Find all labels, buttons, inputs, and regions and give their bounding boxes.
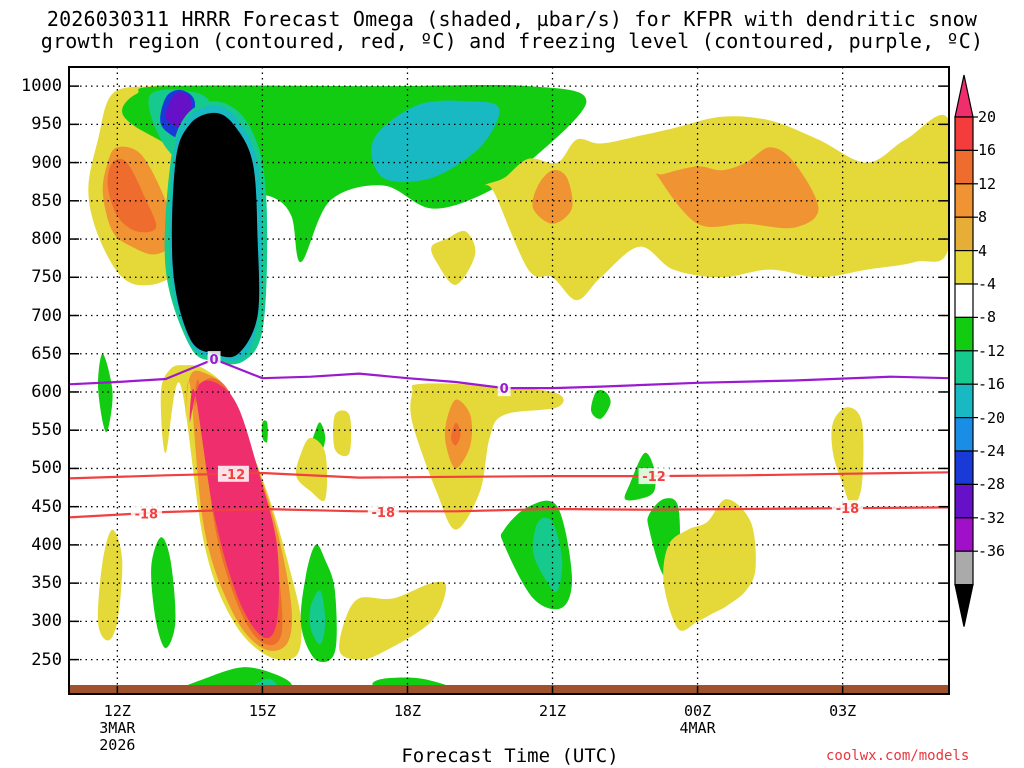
colorbar-label-9: -20: [978, 408, 1006, 427]
contour-label-bg-0: [130, 505, 162, 522]
omega-region-20: [309, 590, 326, 645]
omega-region-9: [371, 100, 500, 183]
y-tick-label-900: 900: [31, 152, 62, 173]
chart-title-line-1: 2026030311 HRRR Forecast Omega (shaded, …: [46, 7, 978, 31]
axis-ticks: [69, 85, 949, 694]
source-credit[interactable]: coolwx.com/models: [826, 748, 970, 764]
omega-region-2: [107, 158, 157, 233]
contour-label-bg-4: [638, 468, 670, 485]
omega-region-38: [656, 147, 819, 229]
omega-region-14: [171, 112, 260, 358]
y-tick-label-450: 450: [31, 496, 62, 517]
omega-region-40: [831, 407, 864, 507]
colorbar-band-11: [954, 450, 974, 486]
contour-freezing-level: [69, 358, 949, 390]
colorbar-band-13: [954, 517, 974, 552]
y-tick-label-400: 400: [31, 534, 62, 555]
omega-region-15: [98, 353, 113, 433]
y-tick-label-550: 550: [31, 420, 62, 441]
contour-label-6: 0: [500, 382, 509, 397]
omega-region-32: [333, 410, 352, 457]
omega-region-28: [591, 390, 611, 419]
omega-region-29: [97, 529, 123, 641]
omega-region-37: [532, 169, 573, 224]
y-tick-label-350: 350: [31, 573, 62, 594]
omega-region-31: [295, 437, 328, 502]
colorbar-bottom-arrow: [954, 584, 974, 627]
contour-label-5: 0: [210, 353, 219, 368]
colorbar-label-12: -32: [978, 508, 1006, 527]
colorbar-band-10: [954, 417, 974, 452]
ground-strip: [69, 685, 949, 694]
plot-frame: [68, 66, 950, 695]
contour-label-bg-6: [497, 380, 511, 397]
colorbar-band-12: [954, 483, 974, 519]
contour-dendritic-snow-bottom: [69, 471, 949, 480]
y-tick-label-750: 750: [31, 267, 62, 288]
colorbar-label-13: -36: [978, 542, 1006, 561]
x-tick-label-21Z: 21Z: [538, 702, 567, 720]
y-tick-label-850: 850: [31, 190, 62, 211]
omega-region-30: [339, 581, 447, 660]
chart-title: 2026030311 HRRR Forecast Omega (shaded, …: [0, 8, 1024, 52]
y-tick-label-500: 500: [31, 458, 62, 479]
colorbar-band-3: [954, 183, 974, 218]
colorbar-band-5: [954, 250, 974, 285]
omega-region-16: [151, 537, 176, 649]
colorbar-band-7: [954, 316, 974, 352]
chart-title-line-2: growth region (contoured, red, ºC) and f…: [40, 29, 984, 53]
y-tick-label-250: 250: [31, 649, 62, 670]
colorbar-label-3: 8: [978, 208, 988, 227]
colorbar-label-10: -24: [978, 442, 1006, 460]
contour-label-bg-1: [367, 504, 399, 521]
colorbar-band-9: [954, 383, 974, 419]
contour-label-bg-2: [831, 500, 863, 517]
colorbar-label-2: 12: [978, 174, 997, 193]
colorbar-band-6: [954, 283, 974, 319]
y-tick-label-800: 800: [31, 229, 62, 250]
y-tick-label-950: 950: [31, 114, 62, 135]
colorbar-band-1: [954, 116, 974, 152]
contour-label-2: -18: [836, 502, 860, 517]
omega-region-35: [451, 422, 461, 446]
omega-region-39: [663, 499, 756, 631]
colorbar: [954, 74, 978, 627]
omega-region-27: [261, 420, 268, 443]
colorbar-label-7: -12: [978, 341, 1006, 360]
colorbar-band-4: [954, 216, 974, 252]
contour-label-0: -18: [135, 508, 159, 523]
y-tick-label-600: 600: [31, 381, 62, 402]
colorbar-label-8: -16: [978, 375, 1006, 394]
x-tick-label-00Z: 00Z 4MAR: [679, 702, 716, 737]
y-tick-label-300: 300: [31, 611, 62, 632]
x-tick-label-03Z: 03Z: [829, 702, 857, 720]
colorbar-label-4: 4: [978, 241, 988, 260]
omega-region-23: [532, 517, 563, 593]
contour-label-bg-5: [207, 351, 221, 368]
colorbar-label-6: -8: [978, 308, 997, 327]
colorbar-label-11: -28: [978, 475, 1006, 494]
colorbar-band-8: [954, 350, 974, 385]
contour-label-1: -18: [372, 506, 396, 521]
omega-region-41: [431, 230, 476, 285]
contour-dendritic-snow-top: [69, 506, 949, 519]
colorbar-band-14: [954, 550, 974, 586]
colorbar-top-arrow: [954, 74, 974, 118]
temperature-contours: -18 -18 -18 -12 -12 0 0: [69, 351, 949, 523]
x-tick-label-15Z: 15Z: [248, 702, 276, 720]
colorbar-label-1: 16: [978, 141, 997, 160]
x-tick-label-18Z: 18Z: [393, 702, 421, 720]
colorbar-label-5: -4: [978, 275, 997, 293]
colorbar-band-2: [954, 149, 974, 185]
x-axis-title: Forecast Time (UTC): [401, 745, 619, 767]
contour-label-4: -12: [642, 470, 666, 485]
contour-label-bg-3: [217, 465, 249, 482]
x-tick-label-12Z: 12Z 3MAR 2026: [99, 702, 136, 754]
colorbar-label-0: 20: [978, 108, 997, 126]
contour-label-3: -12: [222, 468, 246, 483]
y-tick-label-650: 650: [31, 343, 62, 364]
y-tick-label-700: 700: [31, 305, 62, 326]
y-tick-label-1000: 1000: [21, 76, 62, 97]
